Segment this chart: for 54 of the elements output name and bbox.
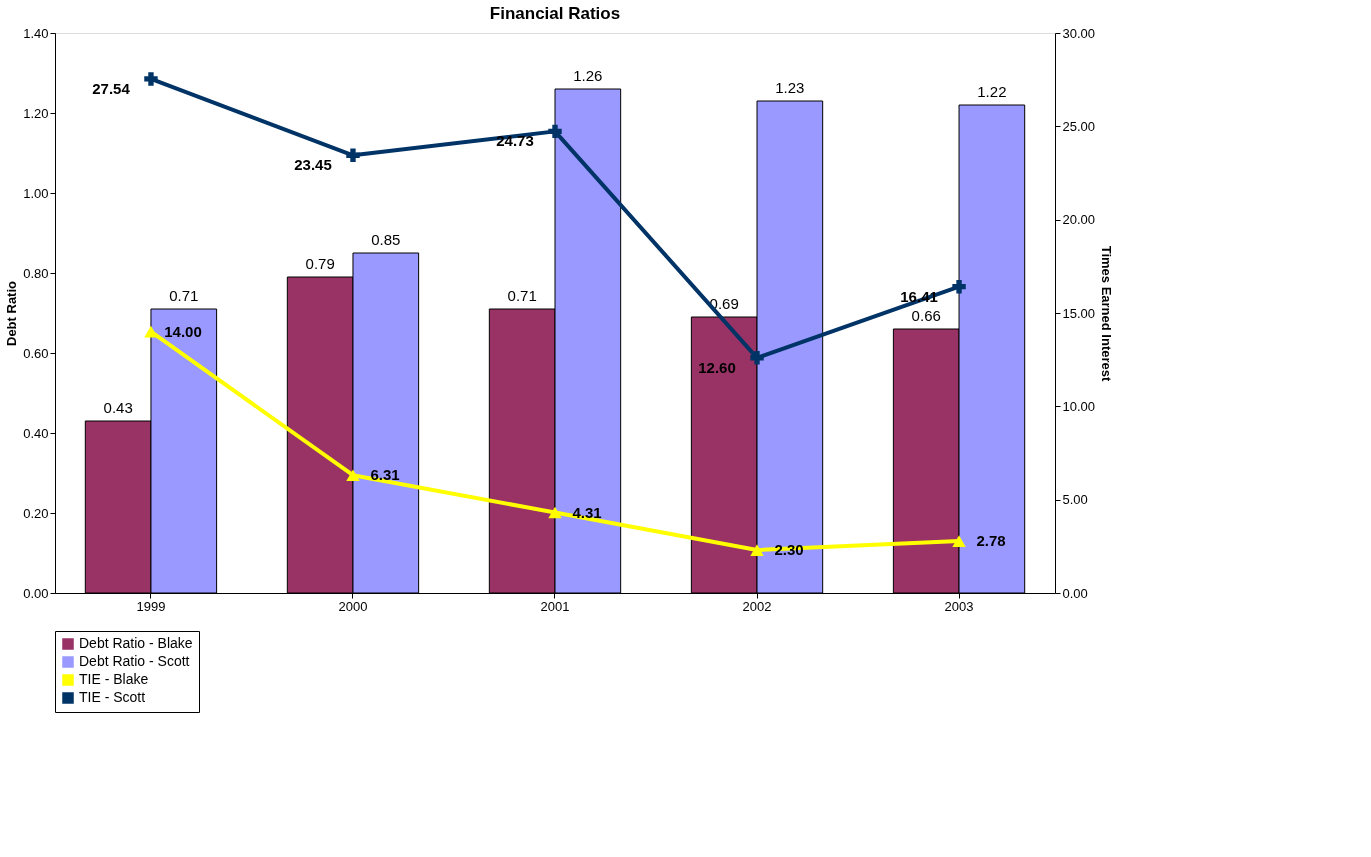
point xyxy=(548,124,562,139)
point xyxy=(952,535,966,547)
legend-label: Debt Ratio - Blake xyxy=(79,635,193,651)
data-label: 12.60 xyxy=(698,358,736,376)
y2-tick-label: 15.00 xyxy=(1062,305,1096,321)
data-label: 0.85 xyxy=(371,231,401,248)
y-tick-label: 0.80 xyxy=(23,265,49,281)
y-tick-label: 1.20 xyxy=(23,105,49,121)
point xyxy=(346,469,360,482)
data-label: 4.31 xyxy=(572,503,602,521)
data-label: 0.43 xyxy=(103,399,133,416)
x-tick-label: 2000 xyxy=(338,598,368,614)
point xyxy=(750,351,764,365)
data-label: 0.66 xyxy=(911,307,941,324)
data-label: 0.71 xyxy=(169,287,199,304)
data-label: 1.22 xyxy=(977,83,1007,100)
y-tick-label: 0.60 xyxy=(23,345,49,361)
point xyxy=(952,279,966,294)
y-tick-label: 0.40 xyxy=(23,425,49,441)
data-label: 2.78 xyxy=(976,532,1006,550)
y2-tick-label: 0.00 xyxy=(1062,585,1088,601)
data-label: 6.31 xyxy=(370,466,400,484)
y2-tick-label: 30.00 xyxy=(1062,25,1096,41)
data-label: 1.26 xyxy=(573,67,603,84)
point xyxy=(144,325,158,338)
y-tick-label: 0.00 xyxy=(23,585,49,601)
data-label: 27.54 xyxy=(92,79,131,97)
point xyxy=(548,506,562,519)
x-tick-label: 2002 xyxy=(742,598,772,614)
legend-label: TIE - Scott xyxy=(79,689,146,705)
data-label: 0.71 xyxy=(507,287,537,304)
y-tick-label: 1.00 xyxy=(23,185,49,201)
x-tick-label: 2001 xyxy=(540,598,570,614)
data-label: 23.45 xyxy=(294,156,332,174)
y2-axis-title: Times Earned Interest xyxy=(1099,245,1115,382)
x-tick-label: 2003 xyxy=(944,598,974,614)
y2-tick-label: 5.00 xyxy=(1062,492,1088,508)
point xyxy=(750,544,764,556)
y2-tick-label: 20.00 xyxy=(1062,212,1096,228)
data-label: 1.23 xyxy=(775,79,805,96)
x-tick-label: 1999 xyxy=(136,598,166,614)
data-label: 0.79 xyxy=(305,255,335,272)
chart-title: Financial Ratios xyxy=(489,4,621,23)
y2-tick-label: 25.00 xyxy=(1062,118,1096,134)
legend-label: Debt Ratio - Scott xyxy=(79,653,190,669)
point xyxy=(346,148,360,162)
y-tick-label: 1.40 xyxy=(23,25,49,41)
data-label: 14.00 xyxy=(164,322,202,340)
y-axis-title: Debt Ratio xyxy=(4,280,20,346)
point xyxy=(144,72,158,86)
data-label: 2.30 xyxy=(774,541,804,559)
y2-tick-label: 10.00 xyxy=(1062,398,1096,414)
y-tick-label: 0.20 xyxy=(23,505,49,521)
legend-label: TIE - Blake xyxy=(79,671,149,687)
